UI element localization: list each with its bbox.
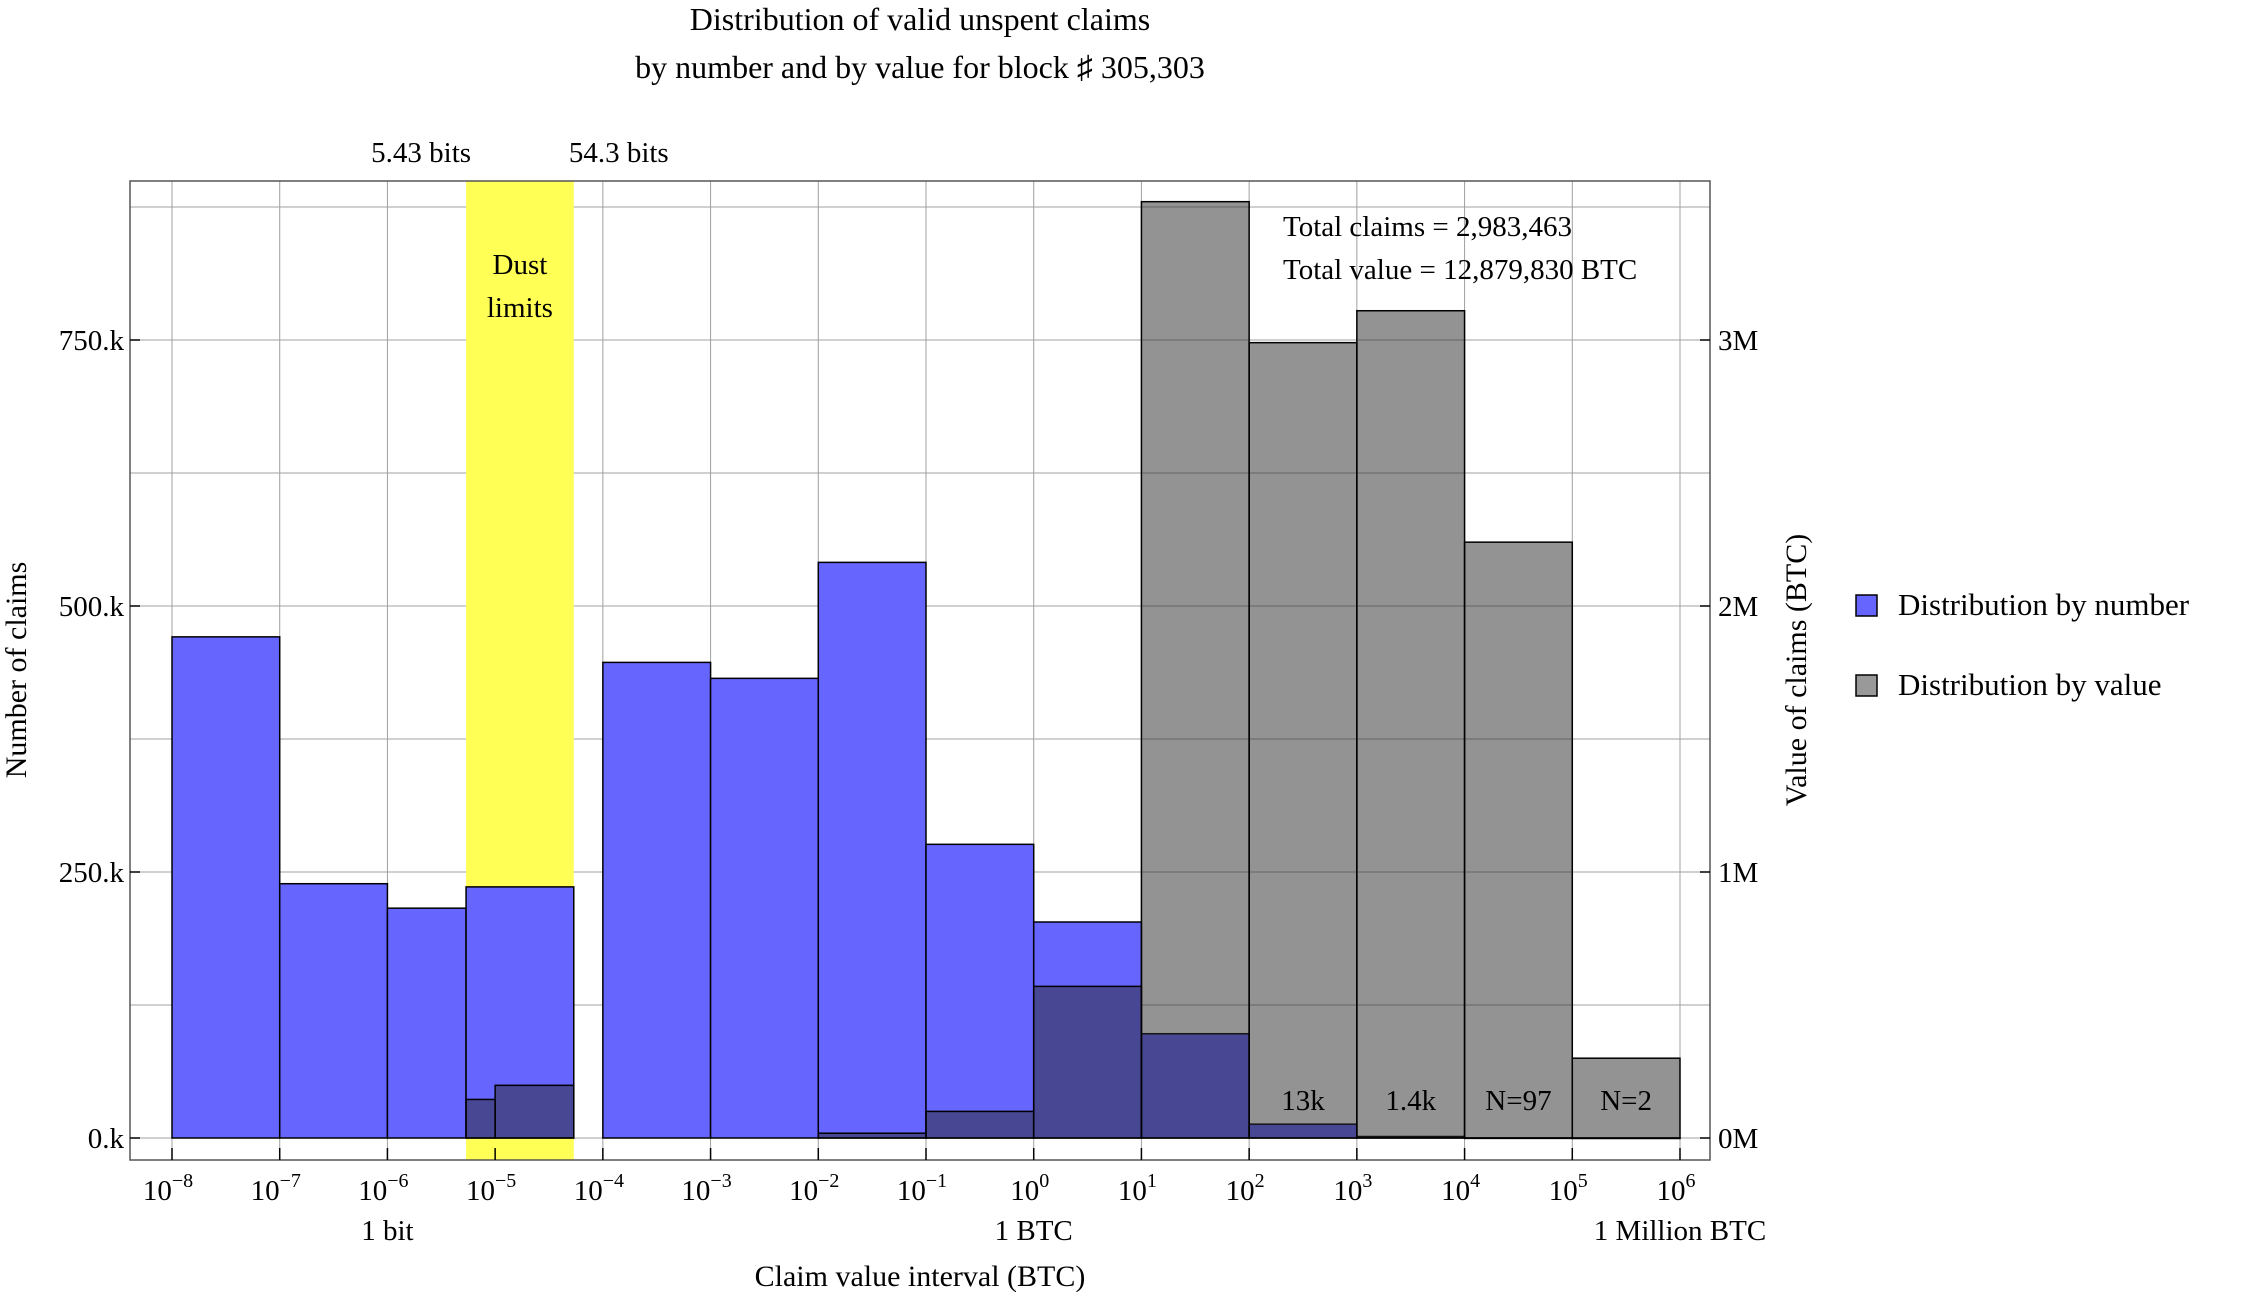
totals-annotation: Total value = 12,879,830 BTC bbox=[1283, 254, 1637, 286]
x-tick-label: 10−5 bbox=[466, 1170, 516, 1207]
x-tick-label: 104 bbox=[1441, 1170, 1480, 1207]
x-tick-label: 101 bbox=[1118, 1170, 1157, 1207]
bar-by-number bbox=[817, 561, 927, 1139]
x-sublabel: 1 Million BTC bbox=[1594, 1215, 1766, 1247]
bin-annotation: N=97 bbox=[1485, 1085, 1551, 1117]
bar-by-value bbox=[1032, 985, 1143, 1139]
bin-annotation: 1.4k bbox=[1385, 1085, 1436, 1117]
x-tick-label: 100 bbox=[1010, 1170, 1049, 1207]
bar-by-value bbox=[494, 1084, 575, 1139]
bar-by-value bbox=[465, 1098, 496, 1139]
y-axis-label-right: Value of claims (BTC) bbox=[1780, 534, 1813, 806]
x-tick-label: 10−2 bbox=[789, 1170, 839, 1207]
x-tick-label: 102 bbox=[1226, 1170, 1265, 1207]
x-tick-label: 103 bbox=[1333, 1170, 1372, 1207]
legend-swatch bbox=[1855, 674, 1878, 697]
y-tick-label-right: 3M bbox=[1718, 325, 1758, 357]
bar-by-value bbox=[1140, 200, 1250, 1139]
y-tick-label-left: 750.k bbox=[59, 325, 125, 357]
bar-by-number bbox=[386, 907, 467, 1139]
bar-by-value bbox=[1571, 1057, 1681, 1139]
y-tick-label-right: 1M bbox=[1718, 857, 1758, 889]
bar-by-number bbox=[709, 677, 820, 1139]
dust-limits-label: Dust bbox=[493, 249, 548, 281]
bar-by-number bbox=[925, 843, 1035, 1139]
dust-limits-label: limits bbox=[487, 292, 553, 324]
plot-frame bbox=[129, 180, 1711, 1161]
bar-by-value bbox=[1248, 341, 1358, 1139]
bar-by-number bbox=[278, 882, 389, 1139]
chart-title: Distribution of valid unspent claims bbox=[690, 1, 1150, 37]
y-tick-label-left: 500.k bbox=[59, 591, 125, 623]
x-tick-label: 10−1 bbox=[897, 1170, 947, 1207]
chart-subtitle: by number and by value for block ♯ 305,3… bbox=[635, 49, 1205, 85]
y-tick-label-left: 0.k bbox=[88, 1123, 125, 1155]
bar-by-number bbox=[171, 636, 281, 1139]
bin-annotation: 13k bbox=[1281, 1085, 1325, 1117]
x-tick-label: 105 bbox=[1549, 1170, 1588, 1207]
bin-annotation: N=2 bbox=[1600, 1085, 1652, 1117]
bar-by-number bbox=[602, 661, 712, 1139]
x-tick-label: 10−6 bbox=[358, 1170, 408, 1207]
x-tick-label: 10−3 bbox=[681, 1170, 731, 1207]
x-tick-label: 106 bbox=[1657, 1170, 1696, 1207]
x-sublabel: 1 bit bbox=[361, 1215, 413, 1247]
x-tick-label: 10−7 bbox=[251, 1170, 301, 1207]
x-tick-label: 10−4 bbox=[574, 1170, 624, 1207]
bar-by-value bbox=[1463, 541, 1574, 1139]
y-tick-label-left: 250.k bbox=[59, 857, 125, 889]
dust-edge-label: 54.3 bits bbox=[569, 137, 669, 169]
legend-label: Distribution by number bbox=[1898, 587, 2190, 622]
bar-by-value bbox=[817, 1132, 927, 1139]
y-axis-label-left: Number of claims bbox=[0, 562, 33, 779]
x-tick-label: 10−8 bbox=[143, 1170, 193, 1207]
x-axis-label: Claim value interval (BTC) bbox=[755, 1260, 1086, 1292]
dust-edge-label: 5.43 bits bbox=[371, 137, 471, 169]
legend-swatch bbox=[1855, 594, 1878, 617]
y-tick-label-right: 2M bbox=[1718, 591, 1758, 623]
x-sublabel: 1 BTC bbox=[995, 1215, 1073, 1247]
bar-by-value bbox=[1356, 309, 1466, 1139]
totals-annotation: Total claims = 2,983,463 bbox=[1283, 211, 1572, 243]
legend-label: Distribution by value bbox=[1898, 667, 2161, 702]
bar-by-value bbox=[925, 1110, 1035, 1139]
y-tick-label-right: 0M bbox=[1718, 1123, 1758, 1155]
